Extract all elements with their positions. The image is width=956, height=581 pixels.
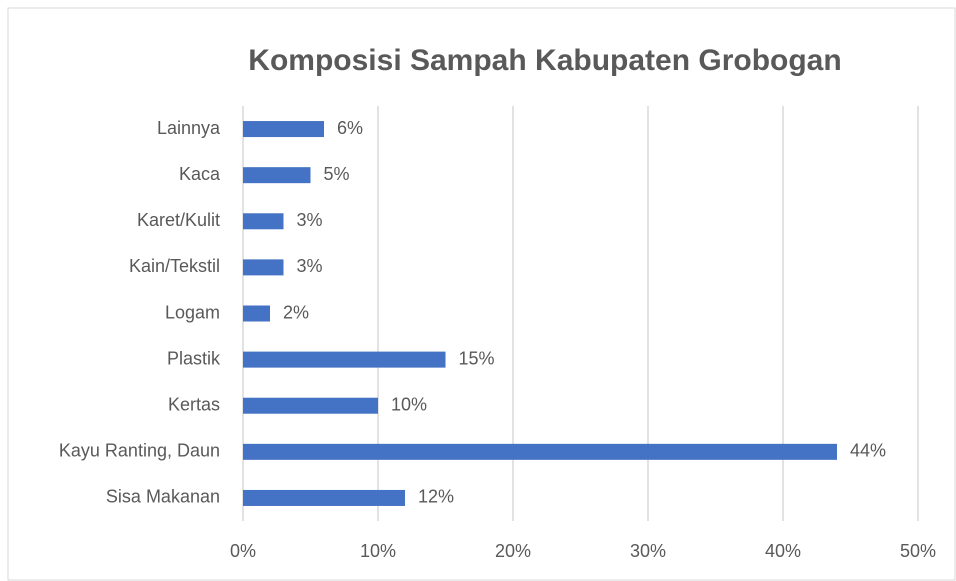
bar: [243, 397, 378, 414]
value-label: 3%: [297, 256, 323, 276]
y-tick-label: Kayu Ranting, Daun: [59, 441, 220, 461]
chart-border: [7, 7, 956, 581]
y-tick-label: Karet/Kulit: [137, 210, 220, 230]
y-tick-label: Kain/Tekstil: [129, 256, 220, 276]
bar: [243, 121, 324, 138]
y-tick-label: Lainnya: [157, 118, 221, 138]
bar: [243, 305, 270, 322]
bar: [243, 351, 446, 368]
y-tick-label: Kaca: [179, 164, 221, 184]
y-tick-label: Kertas: [168, 394, 220, 414]
value-label: 44%: [850, 441, 886, 461]
bar: [243, 213, 284, 230]
y-tick-label: Plastik: [167, 348, 221, 368]
value-label: 5%: [324, 164, 350, 184]
x-tick-label: 10%: [360, 541, 396, 561]
bar: [243, 259, 284, 276]
x-tick-label: 0%: [230, 541, 256, 561]
bar: [243, 443, 837, 460]
bar: [243, 167, 311, 184]
value-label: 3%: [297, 210, 323, 230]
bar: [243, 489, 405, 506]
x-tick-label: 30%: [630, 541, 666, 561]
x-tick-label: 50%: [900, 541, 936, 561]
y-tick-label: Sisa Makanan: [106, 487, 220, 507]
value-label: 10%: [391, 394, 427, 414]
chart-title: Komposisi Sampah Kabupaten Grobogan: [248, 44, 841, 77]
value-label: 6%: [337, 118, 363, 138]
x-tick-label: 20%: [495, 541, 531, 561]
value-label: 15%: [459, 348, 495, 368]
y-tick-label: Logam: [165, 302, 220, 322]
x-tick-label: 40%: [765, 541, 801, 561]
value-label: 12%: [418, 487, 454, 507]
value-label: 2%: [283, 302, 309, 322]
